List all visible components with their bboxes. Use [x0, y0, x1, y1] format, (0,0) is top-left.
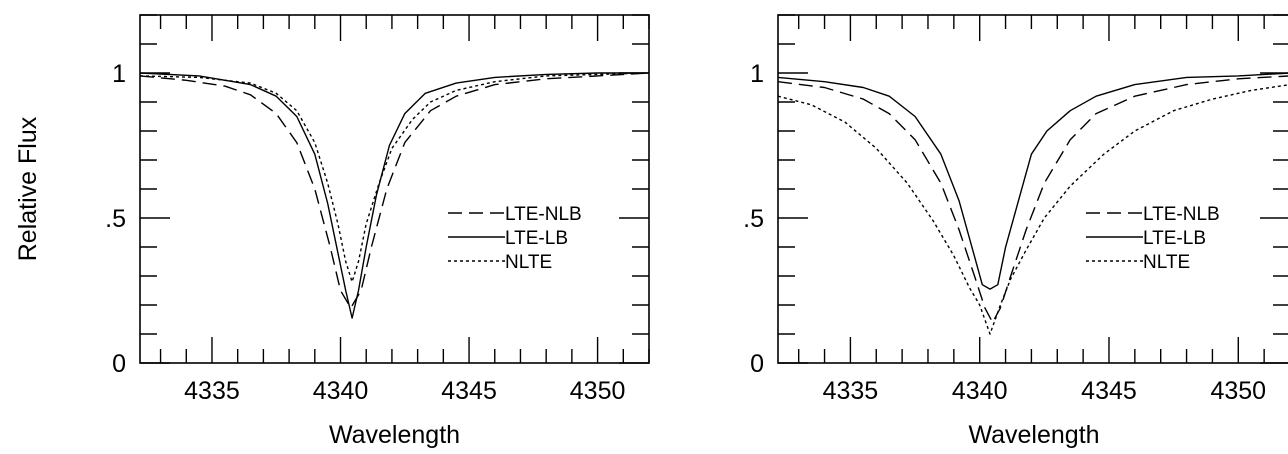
series-line-lte-nlb — [140, 72, 649, 309]
legend-label: NLTE — [505, 252, 552, 273]
y-tick-label: 1 — [750, 60, 764, 88]
chart-panel-2: 4335 4340 4345 4350 0 .5 1 Wavelength LTE-NLB LTE… — [743, 14, 1288, 449]
y-tick-label: 1 — [112, 60, 126, 88]
x-axis-label: Wavelength — [968, 421, 1099, 449]
x-tick-label: 4345 — [1081, 377, 1137, 405]
y-tick-label: .5 — [105, 205, 126, 233]
series-line-lte-nlb — [778, 75, 1288, 324]
legend-label: LTE-LB — [1143, 228, 1206, 249]
series-line-nlte — [778, 84, 1288, 335]
legend-label: LTE-NLB — [1143, 204, 1220, 225]
y-tick-label: .5 — [743, 205, 764, 233]
legend-label: LTE-LB — [505, 228, 568, 249]
legend-label: LTE-NLB — [505, 204, 582, 225]
x-tick-label: 4335 — [823, 377, 879, 405]
x-tick-label: 4345 — [441, 377, 497, 405]
plot-frame — [139, 14, 650, 364]
x-tick-label: 4340 — [952, 377, 1008, 405]
x-tick-label: 4350 — [1210, 377, 1266, 405]
series-line-nlte — [140, 72, 649, 283]
x-tick-label: 4340 — [313, 377, 369, 405]
series-line-lte-lb — [778, 72, 1288, 290]
legend-label: NLTE — [1143, 252, 1190, 273]
chart-panel-1: 4335 4340 4345 4350 0 .5 1 Wavelength Relative F… — [14, 14, 650, 449]
x-axis-label: Wavelength — [329, 421, 460, 449]
series-line-lte-lb — [140, 72, 649, 319]
y-tick-label: 0 — [112, 350, 126, 378]
y-tick-label: 0 — [750, 350, 764, 378]
x-tick-label: 4335 — [184, 377, 240, 405]
x-tick-label: 4350 — [570, 377, 626, 405]
plot-frame — [777, 14, 1288, 364]
y-axis-label: Relative Flux — [14, 116, 42, 261]
